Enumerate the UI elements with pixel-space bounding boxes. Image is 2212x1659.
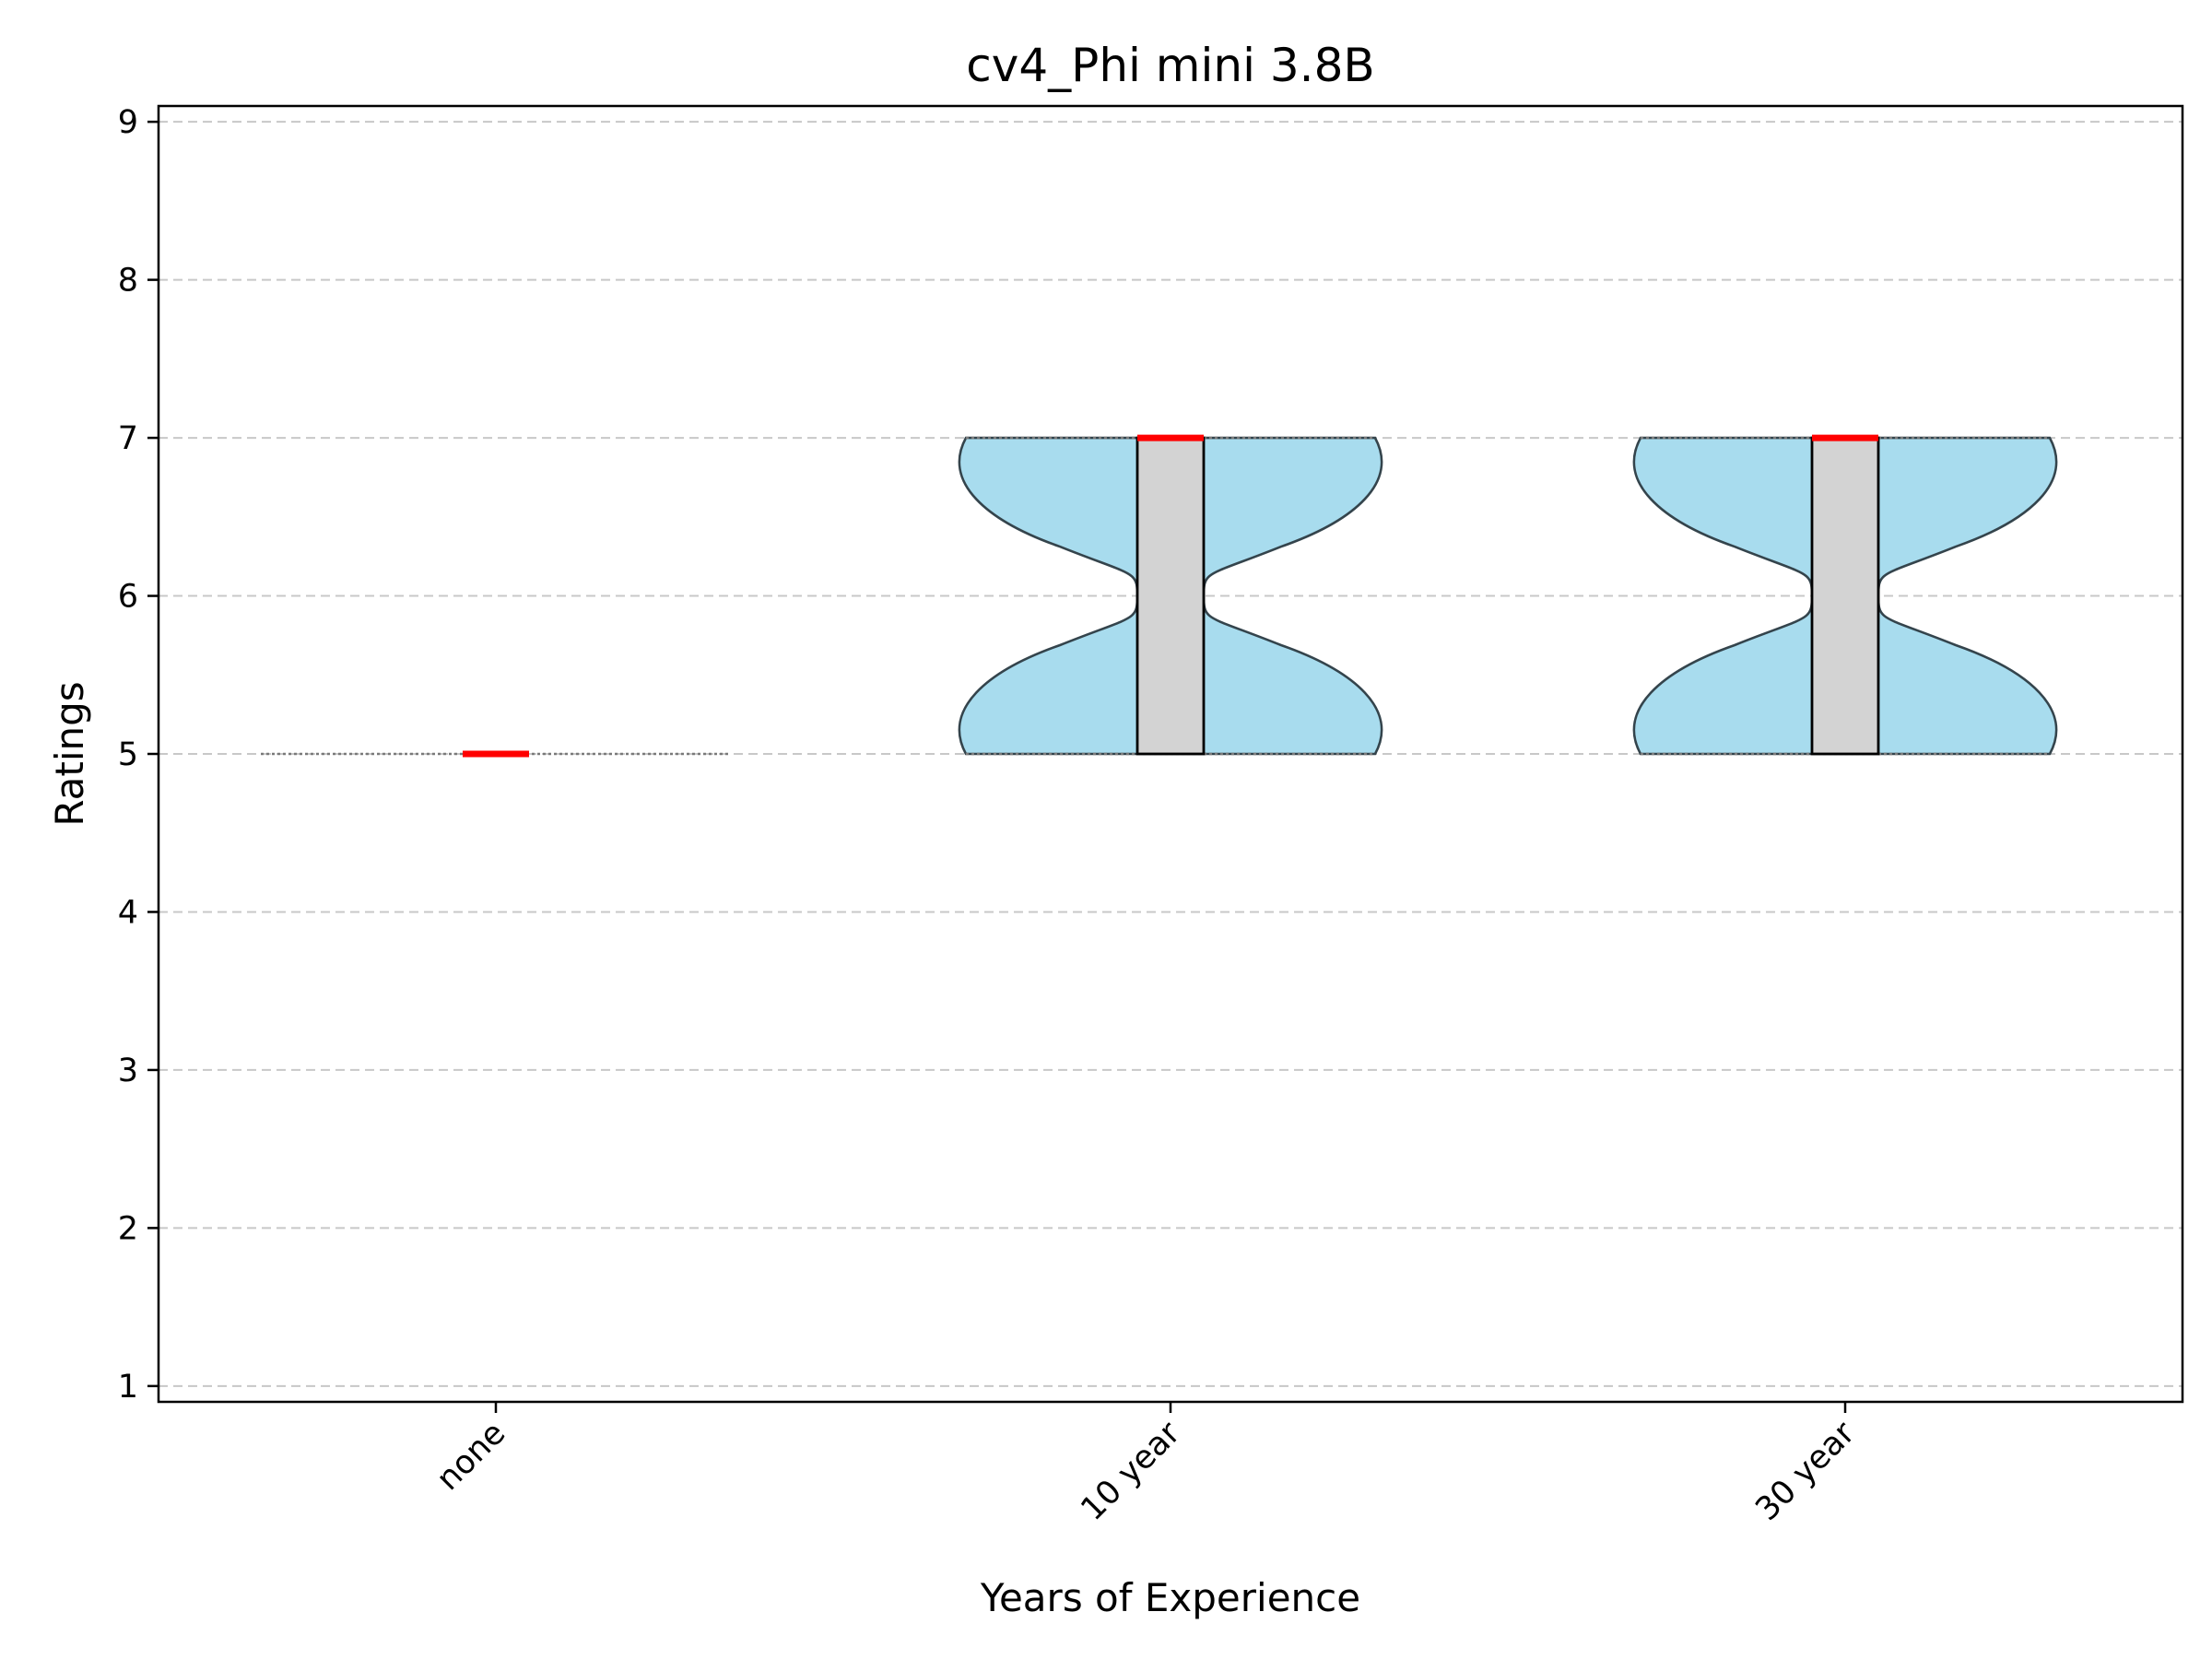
box-2 (1810, 436, 1880, 756)
y-tick-label: 2 (118, 1210, 138, 1247)
box-1 (1135, 436, 1206, 756)
y-tick-label: 5 (118, 736, 138, 773)
y-tick-label: 9 (118, 104, 138, 141)
y-tick-label: 3 (118, 1053, 138, 1089)
chart-title: cv4_Phi mini 3.8B (966, 39, 1374, 92)
boxes (463, 434, 1880, 758)
y-tick-label: 4 (118, 894, 138, 931)
x-tick-label: 10 year (1075, 1415, 1188, 1528)
y-tick-label: 8 (118, 263, 138, 300)
y-axis-label: Ratings (47, 681, 92, 826)
y-tick-label: 1 (118, 1369, 138, 1406)
y-tick-label: 6 (118, 579, 138, 616)
x-tick-label: none (429, 1415, 512, 1498)
x-tick-label: 30 year (1749, 1415, 1863, 1528)
x-axis-label: Years of Experience (980, 1575, 1360, 1620)
y-tick-label: 7 (118, 420, 138, 457)
axis-ticks: 1 2 3 4 5 6 7 8 9 none 10 year 30 year (118, 104, 1863, 1528)
